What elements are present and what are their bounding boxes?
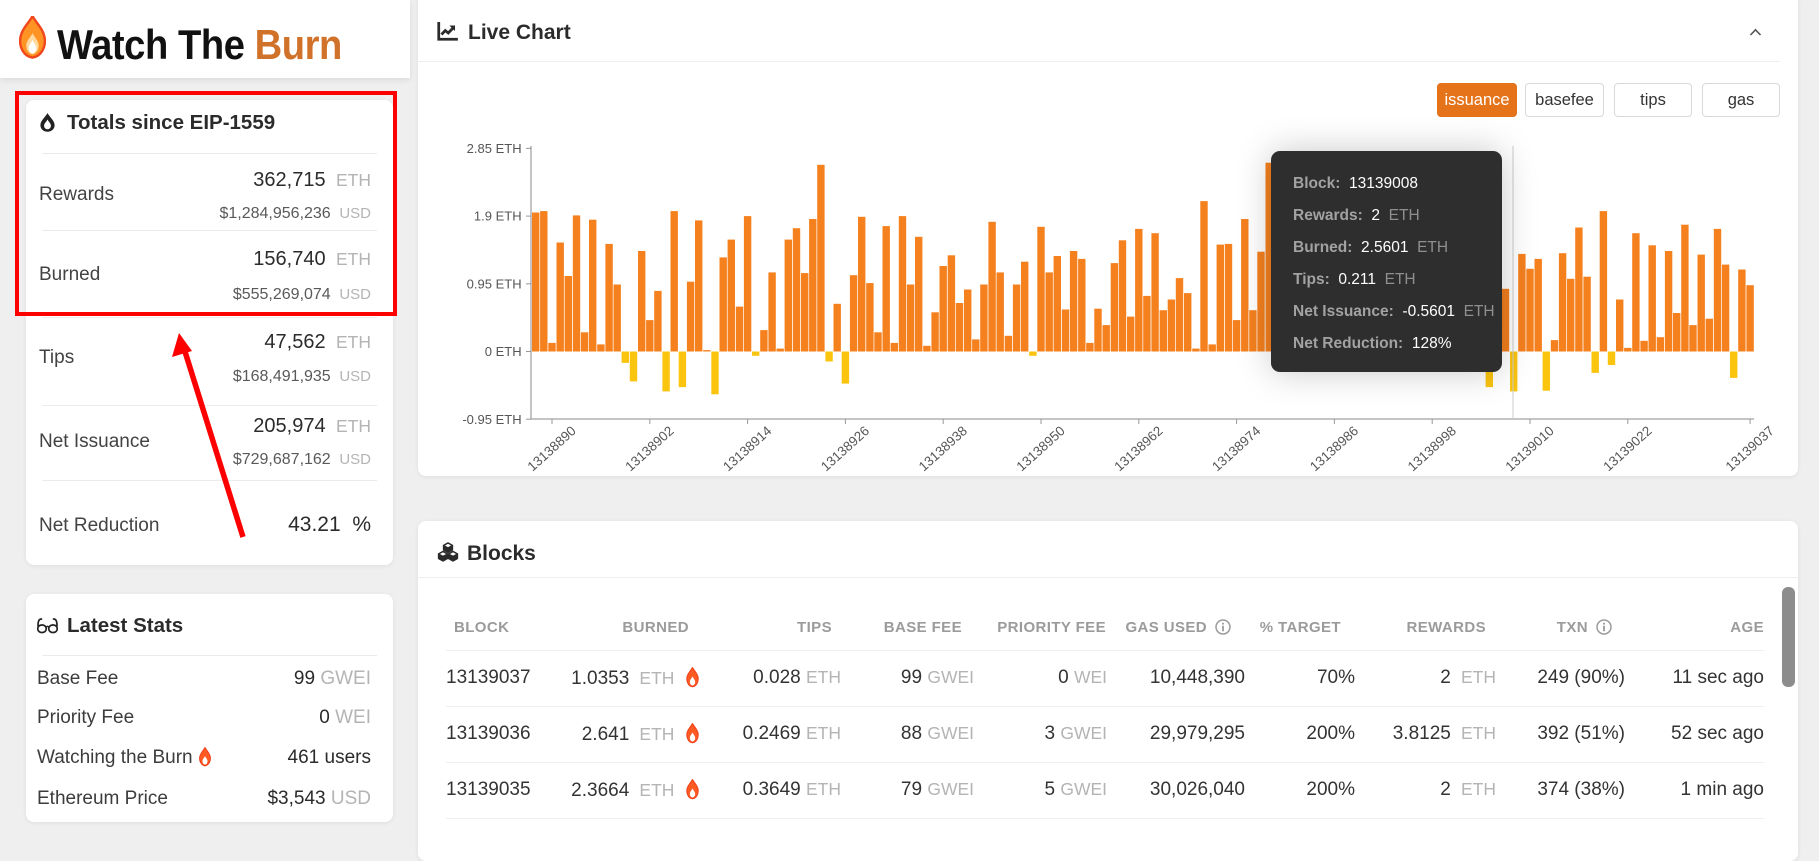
svg-text:13138950: 13138950 (1014, 423, 1068, 474)
svg-text:13138986: 13138986 (1307, 423, 1361, 474)
svg-text:-0.95 ETH: -0.95 ETH (462, 412, 521, 427)
svg-text:13138890: 13138890 (525, 423, 579, 474)
svg-text:13138926: 13138926 (818, 423, 872, 474)
svg-text:13138914: 13138914 (720, 423, 775, 474)
svg-text:13138938: 13138938 (916, 423, 970, 474)
svg-text:1.9 ETH: 1.9 ETH (474, 209, 522, 224)
svg-text:13138974: 13138974 (1209, 423, 1264, 474)
svg-text:13139022: 13139022 (1600, 423, 1654, 474)
svg-text:2.85 ETH: 2.85 ETH (467, 141, 522, 156)
svg-text:13138902: 13138902 (622, 423, 676, 474)
svg-text:0 ETH: 0 ETH (485, 344, 522, 359)
svg-text:13139037: 13139037 (1723, 423, 1777, 474)
svg-text:13138962: 13138962 (1111, 423, 1165, 474)
svg-text:13138998: 13138998 (1405, 423, 1459, 474)
svg-text:13139010: 13139010 (1503, 423, 1557, 474)
svg-text:0.95 ETH: 0.95 ETH (467, 276, 522, 291)
